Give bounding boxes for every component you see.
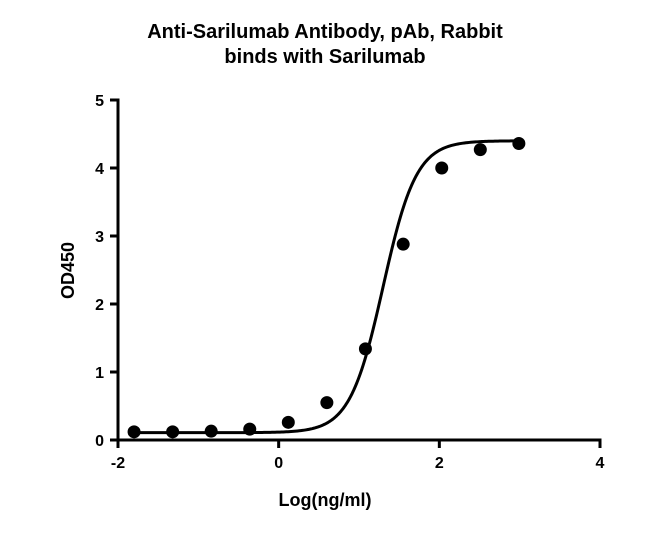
data-point — [128, 425, 141, 438]
data-point — [205, 425, 218, 438]
data-points — [128, 137, 526, 438]
data-point — [243, 423, 256, 436]
y-tick-label: 1 — [95, 365, 104, 382]
data-point — [166, 425, 179, 438]
x-tick-label: -2 — [111, 455, 125, 472]
y-ticks: 0 1 2 3 4 5 — [95, 93, 118, 450]
data-point — [512, 137, 525, 150]
y-tick-label: 2 — [95, 297, 104, 314]
y-tick-label: 0 — [95, 433, 104, 450]
data-point — [359, 342, 372, 355]
axes — [118, 100, 600, 440]
y-tick-label: 4 — [95, 161, 104, 178]
data-point — [474, 143, 487, 156]
plot-svg: -2 0 2 4 0 1 2 3 4 5 — [0, 0, 650, 541]
figure: Anti-Sarilumab Antibody, pAb, Rabbit bin… — [0, 0, 650, 541]
y-tick-label: 3 — [95, 229, 104, 246]
fitted-curve — [134, 141, 519, 433]
data-point — [397, 238, 410, 251]
data-point — [282, 416, 295, 429]
x-tick-label: 4 — [596, 455, 605, 472]
x-tick-label: 2 — [435, 455, 444, 472]
x-ticks: -2 0 2 4 — [111, 440, 605, 472]
data-point — [435, 162, 448, 175]
x-tick-label: 0 — [274, 455, 283, 472]
data-point — [320, 396, 333, 409]
y-tick-label: 5 — [95, 93, 104, 110]
